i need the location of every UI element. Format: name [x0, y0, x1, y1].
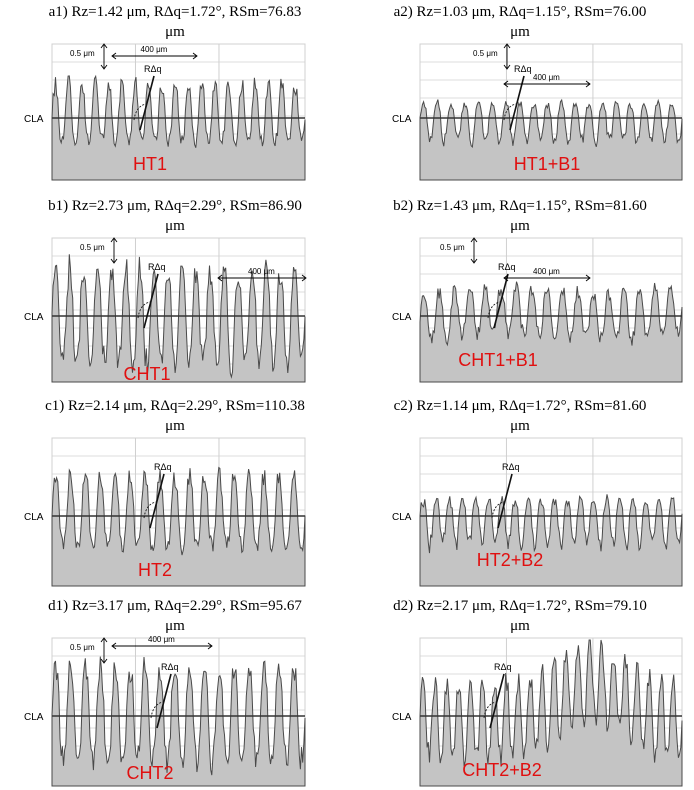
caption-c1: c1) Rz=2.14 μm, RΔq=2.29°, RSm=110.38 μm — [5, 396, 345, 436]
horizontal-scale-label: 400 μm — [148, 635, 175, 644]
slope-angle-arc — [487, 301, 501, 319]
sample-label: CHT1 — [123, 364, 170, 384]
vertical-scale-label: 0.5 μm — [440, 243, 465, 252]
slope-angle-arc — [143, 501, 157, 519]
slope-label: RΔq — [154, 462, 172, 472]
caption-c1-line2: μm — [165, 418, 185, 434]
panel-c1: CLA RΔq HT2 — [22, 436, 307, 588]
slope-line — [156, 673, 172, 729]
roughness-profile — [51, 254, 306, 383]
roughness-profile — [419, 98, 683, 181]
cla-label: CLA — [24, 512, 44, 523]
vertical-scale-label: 0.5 μm — [80, 243, 105, 252]
slope-angle-arc — [133, 103, 147, 121]
cla-label: CLA — [392, 512, 412, 523]
slope-line — [143, 273, 159, 329]
caption-a1-line1: a1) Rz=1.42 μm, RΔq=1.72°, RSm=76.83 — [48, 4, 302, 20]
slope-angle-arc — [483, 701, 497, 719]
slope-line — [493, 273, 509, 329]
vertical-scale-label: 0.5 μm — [70, 643, 95, 652]
panel-a1: CLA RΔq 0.5 μm 400 μm HT1 — [22, 42, 307, 182]
slope-label: RΔq — [144, 64, 162, 74]
caption-b2-line2: μm — [510, 218, 530, 234]
sample-label: HT1 — [133, 154, 167, 174]
profile-plot-c2: CLA RΔq HT2+B2 — [392, 437, 683, 587]
slope-angle-arc — [150, 701, 164, 719]
caption-a1: a1) Rz=1.42 μm, RΔq=1.72°, RSm=76.83 μm — [5, 2, 345, 42]
caption-d2-line1: d2) Rz=2.17 μm, RΔq=1.72°, RSm=79.10 — [393, 598, 647, 614]
profile-plot-d1: CLA RΔq 0.5 μm 400 μm CHT2 — [24, 635, 306, 787]
cla-label: CLA — [392, 114, 412, 125]
roughness-profile — [51, 466, 306, 587]
panel-a2: CLA RΔq 0.5 μm 400 μm HT1+B1 — [392, 42, 684, 182]
slope-label: RΔq — [148, 262, 166, 272]
panel-d2: CLA RΔq CHT2+B2 — [392, 636, 684, 788]
slope-line — [139, 75, 155, 131]
slope-line — [489, 673, 505, 729]
caption-c2: c2) Rz=1.14 μm, RΔq=1.72°, RSm=81.60 μm — [350, 396, 690, 436]
cla-label: CLA — [392, 312, 412, 323]
caption-b1: b1) Rz=2.73 μm, RΔq=2.29°, RSm=86.90 μm — [5, 196, 345, 236]
profile-plot-a2: CLA RΔq 0.5 μm 400 μm HT1+B1 — [392, 43, 683, 181]
caption-a2-line1: a2) Rz=1.03 μm, RΔq=1.15°, RSm=76.00 — [393, 4, 647, 20]
horizontal-scale-label: 400 μm — [248, 267, 275, 276]
slope-label: RΔq — [514, 64, 532, 74]
slope-label: RΔq — [494, 662, 512, 672]
panel-b1: CLA RΔq 0.5 μm 400 μm CHT1 — [22, 236, 307, 384]
panel-d1: CLA RΔq 0.5 μm 400 μm CHT2 — [22, 635, 307, 788]
horizontal-scale-label: 400 μm — [533, 73, 560, 82]
horizontal-scale-label: 400 μm — [141, 45, 168, 54]
slope-label: RΔq — [502, 462, 520, 472]
vertical-scale-label: 0.5 μm — [70, 49, 95, 58]
roughness-profile — [51, 74, 306, 181]
profile-plot-a1: CLA RΔq 0.5 μm 400 μm HT1 — [24, 43, 306, 181]
slope-label: RΔq — [161, 662, 179, 672]
sample-label: CHT2 — [126, 763, 173, 783]
slope-line — [149, 473, 165, 529]
slope-line — [497, 473, 513, 529]
caption-c1-line1: c1) Rz=2.14 μm, RΔq=2.29°, RSm=110.38 — [45, 398, 305, 414]
slope-line — [509, 75, 525, 131]
panel-b2: CLA RΔq 0.5 μm 400 μm CHT1+B1 — [392, 236, 684, 384]
profile-plot-b2: CLA RΔq 0.5 μm 400 μm CHT1+B1 — [392, 237, 683, 383]
panel-c2: CLA RΔq HT2+B2 — [392, 436, 684, 588]
roughness-profile — [419, 494, 683, 587]
sample-label: HT2+B2 — [477, 550, 544, 570]
sample-label: CHT2+B2 — [462, 760, 542, 780]
caption-d1-line1: d1) Rz=3.17 μm, RΔq=2.29°, RSm=95.67 — [48, 598, 302, 614]
cla-label: CLA — [24, 312, 44, 323]
caption-b2: b2) Rz=1.43 μm, RΔq=1.15°, RSm=81.60 μm — [350, 196, 690, 236]
roughness-profile — [419, 281, 683, 383]
vertical-scale-label: 0.5 μm — [473, 49, 498, 58]
cla-label: CLA — [392, 712, 412, 723]
caption-b1-line1: b1) Rz=2.73 μm, RΔq=2.29°, RSm=86.90 — [48, 198, 302, 214]
slope-angle-arc — [137, 301, 151, 319]
slope-angle-arc — [503, 103, 517, 121]
caption-d1-line2: μm — [165, 618, 185, 634]
caption-d1: d1) Rz=3.17 μm, RΔq=2.29°, RSm=95.67 μm — [5, 596, 345, 636]
caption-c2-line2: μm — [510, 418, 530, 434]
caption-d2-line2: μm — [510, 618, 530, 634]
profile-plot-d2: CLA RΔq CHT2+B2 — [392, 637, 683, 787]
horizontal-scale-label: 400 μm — [533, 267, 560, 276]
profile-plot-b1: CLA RΔq 0.5 μm 400 μm CHT1 — [24, 237, 307, 384]
caption-b1-line2: μm — [165, 218, 185, 234]
slope-angle-arc — [491, 501, 505, 519]
cla-label: CLA — [24, 712, 44, 723]
profile-plot-c1: CLA RΔq HT2 — [24, 437, 306, 587]
caption-a1-line2: μm — [165, 24, 185, 40]
sample-label: HT2 — [138, 560, 172, 580]
caption-d2: d2) Rz=2.17 μm, RΔq=1.72°, RSm=79.10 μm — [350, 596, 690, 636]
caption-c2-line1: c2) Rz=1.14 μm, RΔq=1.72°, RSm=81.60 — [393, 398, 647, 414]
slope-label: RΔq — [498, 262, 516, 272]
roughness-profile — [419, 639, 683, 787]
caption-b2-line1: b2) Rz=1.43 μm, RΔq=1.15°, RSm=81.60 — [393, 198, 647, 214]
cla-label: CLA — [24, 114, 44, 125]
roughness-profile — [51, 656, 306, 787]
sample-label: HT1+B1 — [514, 154, 581, 174]
caption-a2: a2) Rz=1.03 μm, RΔq=1.15°, RSm=76.00 μm — [350, 2, 690, 42]
sample-label: CHT1+B1 — [458, 350, 538, 370]
caption-a2-line2: μm — [510, 24, 530, 40]
